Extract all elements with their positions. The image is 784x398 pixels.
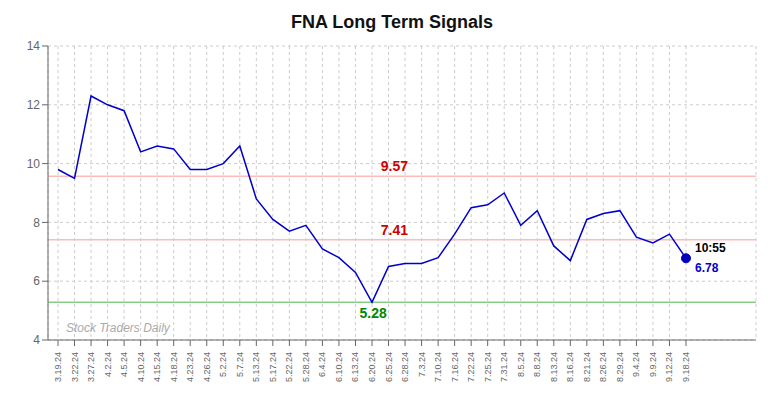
svg-text:4.10.24: 4.10.24 [136, 352, 146, 382]
svg-text:6.13.24: 6.13.24 [350, 352, 360, 382]
svg-text:7.31.24: 7.31.24 [499, 352, 509, 382]
svg-text:6.20.24: 6.20.24 [367, 352, 377, 382]
svg-text:5.2.24: 5.2.24 [218, 352, 228, 377]
svg-text:9.12.24: 9.12.24 [664, 352, 674, 382]
svg-text:6: 6 [33, 274, 40, 288]
svg-text:Stock Traders Daily: Stock Traders Daily [66, 321, 171, 335]
svg-text:8.21.24: 8.21.24 [582, 352, 592, 382]
html-text:FNA Long Term Signals: FNA Long Term Signals [291, 12, 493, 32]
svg-text:4.5.24: 4.5.24 [119, 352, 129, 377]
svg-text:12: 12 [27, 98, 41, 112]
svg-text:7.10.24: 7.10.24 [433, 352, 443, 382]
svg-text:14: 14 [27, 39, 41, 53]
svg-text:7.3.24: 7.3.24 [417, 352, 427, 377]
svg-text:7.16.24: 7.16.24 [450, 352, 460, 382]
svg-text:4.2.24: 4.2.24 [103, 352, 113, 377]
svg-text:5.28: 5.28 [360, 305, 387, 321]
svg-text:4.23.24: 4.23.24 [185, 352, 195, 382]
svg-text:4.18.24: 4.18.24 [169, 352, 179, 382]
svg-text:3.27.24: 3.27.24 [86, 352, 96, 382]
svg-text:7.22.24: 7.22.24 [466, 352, 476, 382]
svg-text:5.7.24: 5.7.24 [235, 352, 245, 377]
svg-text:8.8.24: 8.8.24 [532, 352, 542, 377]
svg-text:5.17.24: 5.17.24 [268, 352, 278, 382]
svg-text:4.26.24: 4.26.24 [202, 352, 212, 382]
svg-text:10: 10 [27, 157, 41, 171]
svg-text:9.18.24: 9.18.24 [681, 352, 691, 382]
svg-text:8.26.24: 8.26.24 [598, 352, 608, 382]
svg-text:8.13.24: 8.13.24 [549, 352, 559, 382]
svg-text:5.28.24: 5.28.24 [301, 352, 311, 382]
svg-text:5.22.24: 5.22.24 [284, 352, 294, 382]
svg-text:7.25.24: 7.25.24 [483, 352, 493, 382]
svg-text:10:55: 10:55 [695, 241, 726, 255]
svg-text:8.29.24: 8.29.24 [615, 352, 625, 382]
svg-text:9.57: 9.57 [381, 158, 408, 174]
svg-text:6.10.24: 6.10.24 [334, 352, 344, 382]
svg-text:6.25.24: 6.25.24 [384, 352, 394, 382]
svg-text:6.78: 6.78 [695, 261, 719, 275]
svg-text:8.16.24: 8.16.24 [565, 352, 575, 382]
svg-text:3.22.24: 3.22.24 [70, 352, 80, 382]
svg-text:8.5.24: 8.5.24 [516, 352, 526, 377]
svg-text:4: 4 [33, 333, 40, 347]
svg-text:4.15.24: 4.15.24 [152, 352, 162, 382]
svg-text:6.28.24: 6.28.24 [400, 352, 410, 382]
svg-text:7.41: 7.41 [381, 222, 408, 238]
svg-text:9.9.24: 9.9.24 [648, 352, 658, 377]
svg-text:9.4.24: 9.4.24 [631, 352, 641, 377]
svg-text:5.13.24: 5.13.24 [251, 352, 261, 382]
svg-text:8: 8 [33, 216, 40, 230]
svg-text:6.4.24: 6.4.24 [317, 352, 327, 377]
svg-text:3.19.24: 3.19.24 [53, 352, 63, 382]
